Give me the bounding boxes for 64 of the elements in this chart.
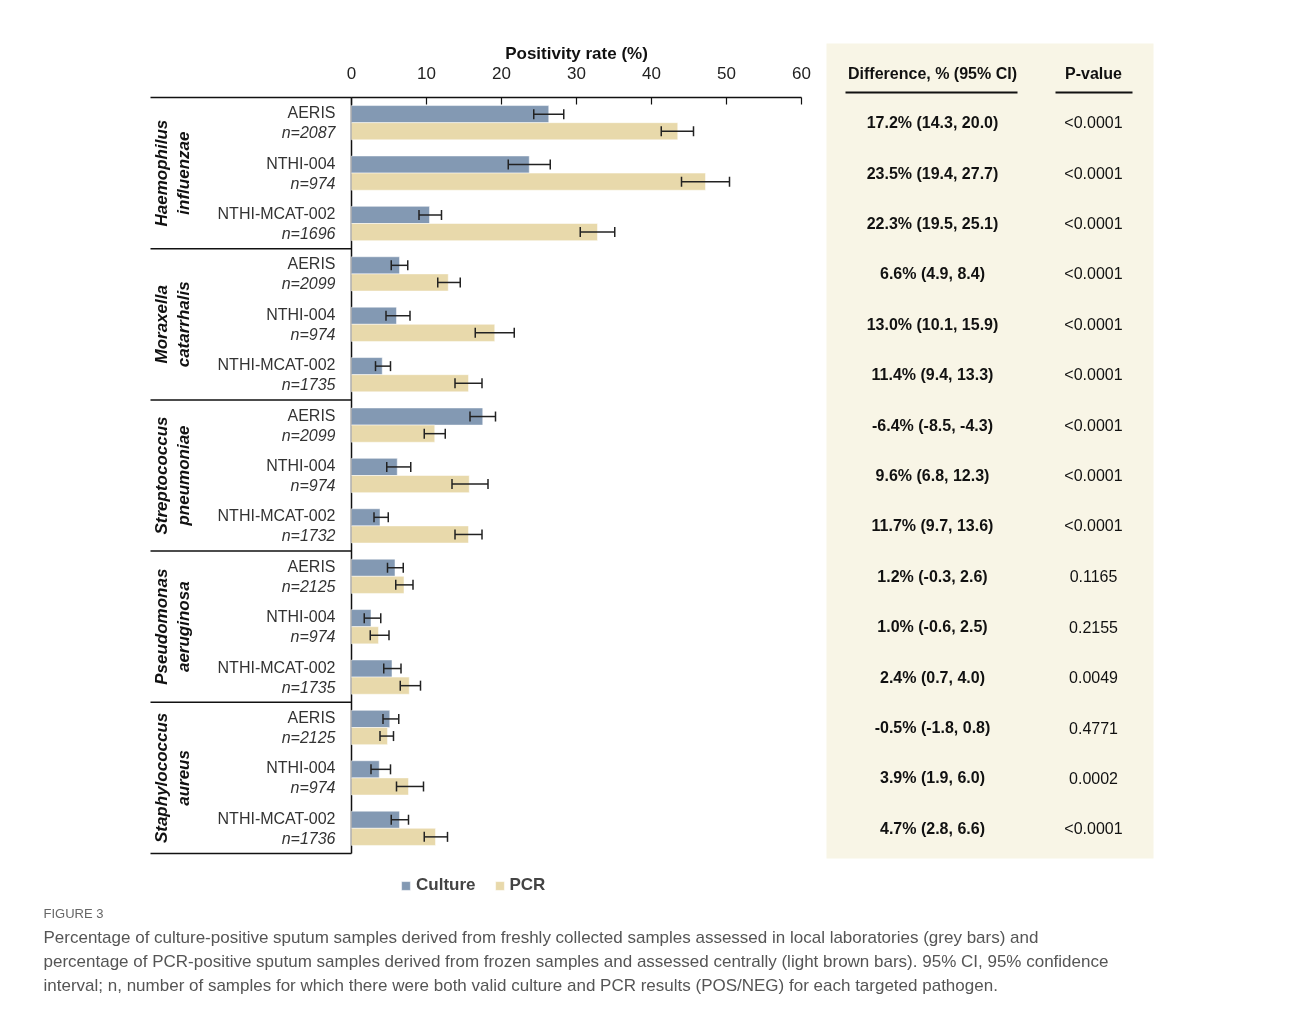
text: 3.9% (1.9, 6.0) xyxy=(880,769,985,787)
y-tick-label: AERIS n=2087 xyxy=(281,104,337,142)
text: 6.6% (4.9, 8.4) xyxy=(880,265,985,283)
y-tick-label: NTHI-MCAT-002 n=1735 xyxy=(217,658,336,696)
x-tick-label: 10 xyxy=(417,63,436,83)
x-tick-label: 20 xyxy=(492,63,511,83)
text: Pseudomonas aeruginosa xyxy=(152,568,193,685)
x-tick-label: 50 xyxy=(717,63,736,83)
x-tick-label: 40 xyxy=(642,63,661,83)
text: 11.7% (9.7, 13.6) xyxy=(871,517,994,535)
caption: FIGURE 3 xyxy=(43,906,104,921)
legend-label: Culture xyxy=(416,875,476,895)
y-tick-label: AERIS n=2125 xyxy=(281,708,336,747)
text: <0.0001 xyxy=(1064,467,1123,484)
text: P-value xyxy=(1065,65,1123,82)
text: 0.4771 xyxy=(1069,719,1119,737)
text: 0.1165 xyxy=(1069,568,1118,586)
x-tick-label: 30 xyxy=(567,63,586,83)
x-axis-title: Positivity rate (%) xyxy=(505,44,648,63)
text: <0.0001 xyxy=(1064,265,1123,283)
text: 17.2% (14.3, 20.0) xyxy=(866,114,999,132)
text: <0.0001 xyxy=(1064,114,1123,132)
text: 0.0002 xyxy=(1069,769,1119,787)
text: 23.5% (19.4, 27.7) xyxy=(866,164,999,182)
text: 13.0% (10.1, 15.9) xyxy=(866,315,999,333)
y-tick-label: NTHI-MCAT-002 n=1735 xyxy=(217,356,336,394)
text: -6.4% (-8.5, -4.3) xyxy=(872,416,993,434)
y-tick-label: AERIS n=2099 xyxy=(281,406,336,444)
text: 1.0% (-0.6, 2.5) xyxy=(877,618,988,636)
text: <0.0001 xyxy=(1064,819,1123,837)
text: 4.7% (2.8, 6.6) xyxy=(880,819,985,837)
y-tick-label: AERIS n=2125 xyxy=(281,557,336,595)
y-tick-label: NTHI-004 n=974 xyxy=(266,759,336,797)
text: <0.0001 xyxy=(1064,366,1123,384)
text: <0.0001 xyxy=(1064,315,1123,333)
y-tick-label: NTHI-004 n=974 xyxy=(266,456,336,495)
text: Staphylococcus aureus xyxy=(152,712,193,844)
text: 22.3% (19.5, 25.1) xyxy=(866,215,999,232)
text: <0.0001 xyxy=(1064,416,1123,434)
text: Streptococcus pneumoniae xyxy=(152,416,193,535)
text: 1.2% (-0.3, 2.6) xyxy=(877,567,988,585)
x-tick-label: 0 xyxy=(346,63,357,83)
text: 0.2155 xyxy=(1069,618,1119,636)
text: <0.0001 xyxy=(1064,164,1123,182)
legend-label: PCR xyxy=(509,875,546,895)
y-tick-label: NTHI-MCAT-002 n=1696 xyxy=(217,204,336,243)
x-tick-label: 60 xyxy=(792,63,811,83)
y-tick-label: AERIS n=2099 xyxy=(281,255,336,293)
y-tick-label: NTHI-004 n=974 xyxy=(266,305,336,343)
text: Percentage of culture-positive sputum samples derived from freshly collected samples assessed in local laboratories (grey bars) and percentage of PCR-positive sputum samples derived from frozen samples and assessed centrally (light brown bars). 95% CI, 95% confidence interval; n, number of samples for which there were both valid culture and PCR results (POS/NEG) for each targeted pathogen. xyxy=(43,928,1109,995)
text: 0.0049 xyxy=(1069,669,1119,687)
text: Moraxella catarrhalis xyxy=(152,281,193,368)
text: Difference, % (95% CI) xyxy=(848,65,1017,82)
y-tick-label: NTHI-004 n=974 xyxy=(266,154,336,192)
text: 2.4% (0.7, 4.0) xyxy=(880,668,985,686)
text: 9.6% (6.8, 12.3) xyxy=(875,467,990,484)
text: <0.0001 xyxy=(1064,215,1123,232)
text: -0.5% (-1.8, 0.8) xyxy=(874,719,991,736)
text: Haemophilus influenzae xyxy=(152,119,193,227)
y-tick-label: NTHI-004 n=974 xyxy=(266,608,336,646)
y-tick-label: NTHI-MCAT-002 n=1732 xyxy=(217,507,336,545)
text: <0.0001 xyxy=(1064,517,1123,535)
y-tick-label: NTHI-MCAT-002 n=1736 xyxy=(217,809,336,847)
text: 11.4% (9.4, 13.3) xyxy=(871,366,994,384)
